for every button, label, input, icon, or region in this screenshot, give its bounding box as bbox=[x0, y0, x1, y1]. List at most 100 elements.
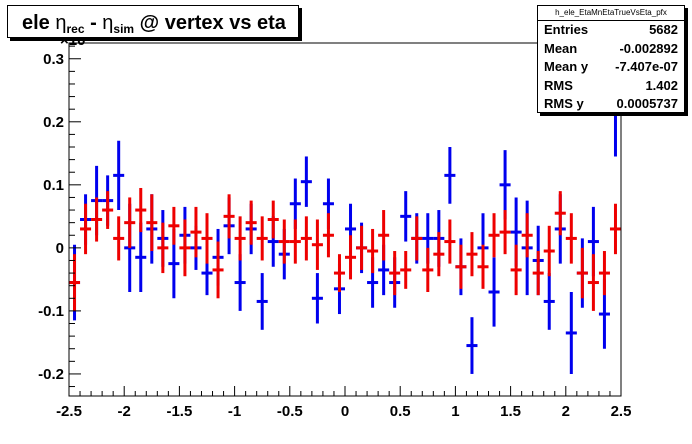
red-data-point bbox=[69, 254, 81, 311]
red-data-point bbox=[201, 213, 213, 264]
x-tick-label: -1 bbox=[228, 403, 241, 420]
red-data-point bbox=[433, 232, 445, 277]
blue-data-point bbox=[234, 254, 246, 311]
red-data-point bbox=[565, 213, 577, 264]
stats-label: Mean y bbox=[544, 59, 589, 74]
red-data-point bbox=[345, 235, 357, 280]
red-data-point bbox=[146, 194, 158, 252]
y-tick-label: 0 bbox=[56, 240, 64, 257]
red-data-point bbox=[256, 216, 268, 261]
y-tick-label: 0.2 bbox=[43, 114, 64, 131]
red-data-point bbox=[411, 216, 423, 261]
red-data-point bbox=[245, 200, 257, 245]
red-data-point bbox=[466, 232, 478, 277]
red-data-point bbox=[311, 219, 323, 270]
red-data-point bbox=[102, 191, 114, 229]
red-data-point bbox=[179, 219, 191, 277]
red-data-point bbox=[587, 254, 599, 311]
y-tick-label: 0.1 bbox=[43, 177, 64, 194]
red-data-point bbox=[367, 228, 379, 274]
stats-row-mean-y: Mean y -7.407e-07 bbox=[538, 58, 684, 77]
stats-histogram-name: h_ele_EtaMnEtaTrueVsEta_pfx bbox=[538, 6, 684, 21]
red-data-point bbox=[223, 194, 235, 239]
blue-data-point bbox=[135, 222, 147, 292]
x-tick-label: -1.5 bbox=[166, 403, 192, 420]
stats-box: h_ele_EtaMnEtaTrueVsEta_pfx Entries 5682 … bbox=[537, 5, 685, 113]
blue-data-point bbox=[300, 156, 312, 207]
title-part-vertex: @ vertex vs eta bbox=[134, 12, 286, 34]
stats-label: RMS y bbox=[544, 96, 584, 111]
red-data-point bbox=[234, 216, 246, 261]
title-eta-rec: η bbox=[55, 12, 67, 34]
red-data-point bbox=[300, 216, 312, 261]
data-points bbox=[69, 68, 621, 374]
red-data-point bbox=[444, 219, 456, 264]
title-eta-sim: η bbox=[102, 12, 114, 34]
stats-value: -0.002892 bbox=[619, 40, 678, 56]
x-tick-label: -0.5 bbox=[277, 403, 303, 420]
title-sub-sim: sim bbox=[113, 22, 135, 36]
red-data-point bbox=[91, 197, 103, 242]
stats-label: Mean bbox=[544, 40, 578, 56]
stats-row-rms: RMS 1.402 bbox=[538, 77, 684, 96]
red-data-point bbox=[135, 187, 147, 233]
red-data-point bbox=[400, 251, 412, 289]
title-sub-rec: rec bbox=[66, 22, 85, 36]
red-data-point bbox=[532, 251, 544, 296]
red-data-point bbox=[510, 244, 522, 296]
y-tick-label: 0.3 bbox=[43, 51, 64, 68]
x-tick-label: 0.5 bbox=[390, 403, 411, 420]
title-minus: - bbox=[84, 12, 103, 34]
stats-value: 0.0005737 bbox=[616, 96, 678, 111]
red-data-point bbox=[267, 200, 279, 239]
blue-data-point bbox=[499, 150, 511, 220]
red-data-point bbox=[168, 206, 180, 245]
red-data-point bbox=[80, 203, 92, 255]
blue-data-point bbox=[466, 317, 478, 374]
red-data-point bbox=[521, 213, 533, 258]
plot-title-text: ele ηrec - ηsim @ vertex vs eta bbox=[22, 12, 286, 36]
red-data-point bbox=[488, 213, 500, 258]
axes: -2.5 -2 -1.5 -1 -0.5 0 0.5 1 1.5 2 2.5 -0.2 -0.1 0 0.1… bbox=[38, 45, 632, 420]
blue-data-point bbox=[565, 291, 577, 374]
red-data-point bbox=[477, 244, 489, 289]
red-data-point bbox=[422, 247, 434, 292]
x-tick-label: -2 bbox=[118, 403, 131, 420]
plot-title: ele ηrec - ηsim @ vertex vs eta bbox=[7, 5, 299, 38]
red-data-point bbox=[455, 244, 467, 289]
red-data-point bbox=[389, 251, 401, 296]
stats-value: -7.407e-07 bbox=[615, 59, 678, 74]
y-tick-label: -0.2 bbox=[38, 366, 64, 383]
x-tick-label: 1.5 bbox=[500, 403, 521, 420]
red-data-point bbox=[554, 191, 566, 236]
stats-row-rms-y: RMS y 0.0005737 bbox=[538, 95, 684, 114]
stats-value: 1.402 bbox=[645, 77, 678, 93]
blue-data-point bbox=[256, 273, 268, 330]
blue-data-point bbox=[311, 273, 323, 324]
red-data-point bbox=[576, 247, 588, 299]
red-data-point bbox=[278, 219, 290, 264]
red-data-point bbox=[322, 213, 334, 258]
red-data-point bbox=[378, 210, 390, 261]
red-data-point bbox=[212, 241, 224, 299]
blue-data-point bbox=[488, 257, 500, 327]
red-data-point bbox=[356, 225, 368, 270]
x-tick-label: 2 bbox=[562, 403, 570, 420]
blue-data-point bbox=[444, 147, 456, 204]
red-data-point bbox=[157, 222, 169, 274]
red-data-point bbox=[598, 251, 610, 296]
red-data-point bbox=[113, 216, 125, 261]
stats-label: Entries bbox=[544, 22, 589, 37]
red-data-point bbox=[609, 203, 621, 255]
stats-row-entries: Entries 5682 bbox=[538, 21, 684, 40]
red-data-point bbox=[289, 219, 301, 264]
x-tick-label: -2.5 bbox=[56, 403, 82, 420]
red-data-point bbox=[124, 197, 136, 248]
red-data-point bbox=[499, 210, 511, 255]
red-data-point bbox=[333, 254, 345, 292]
x-tick-label: 1 bbox=[451, 403, 459, 420]
x-tick-label: 2.5 bbox=[611, 403, 632, 420]
stats-value: 5682 bbox=[649, 22, 678, 37]
red-data-point bbox=[190, 206, 202, 258]
stats-row-mean: Mean -0.002892 bbox=[538, 40, 684, 59]
